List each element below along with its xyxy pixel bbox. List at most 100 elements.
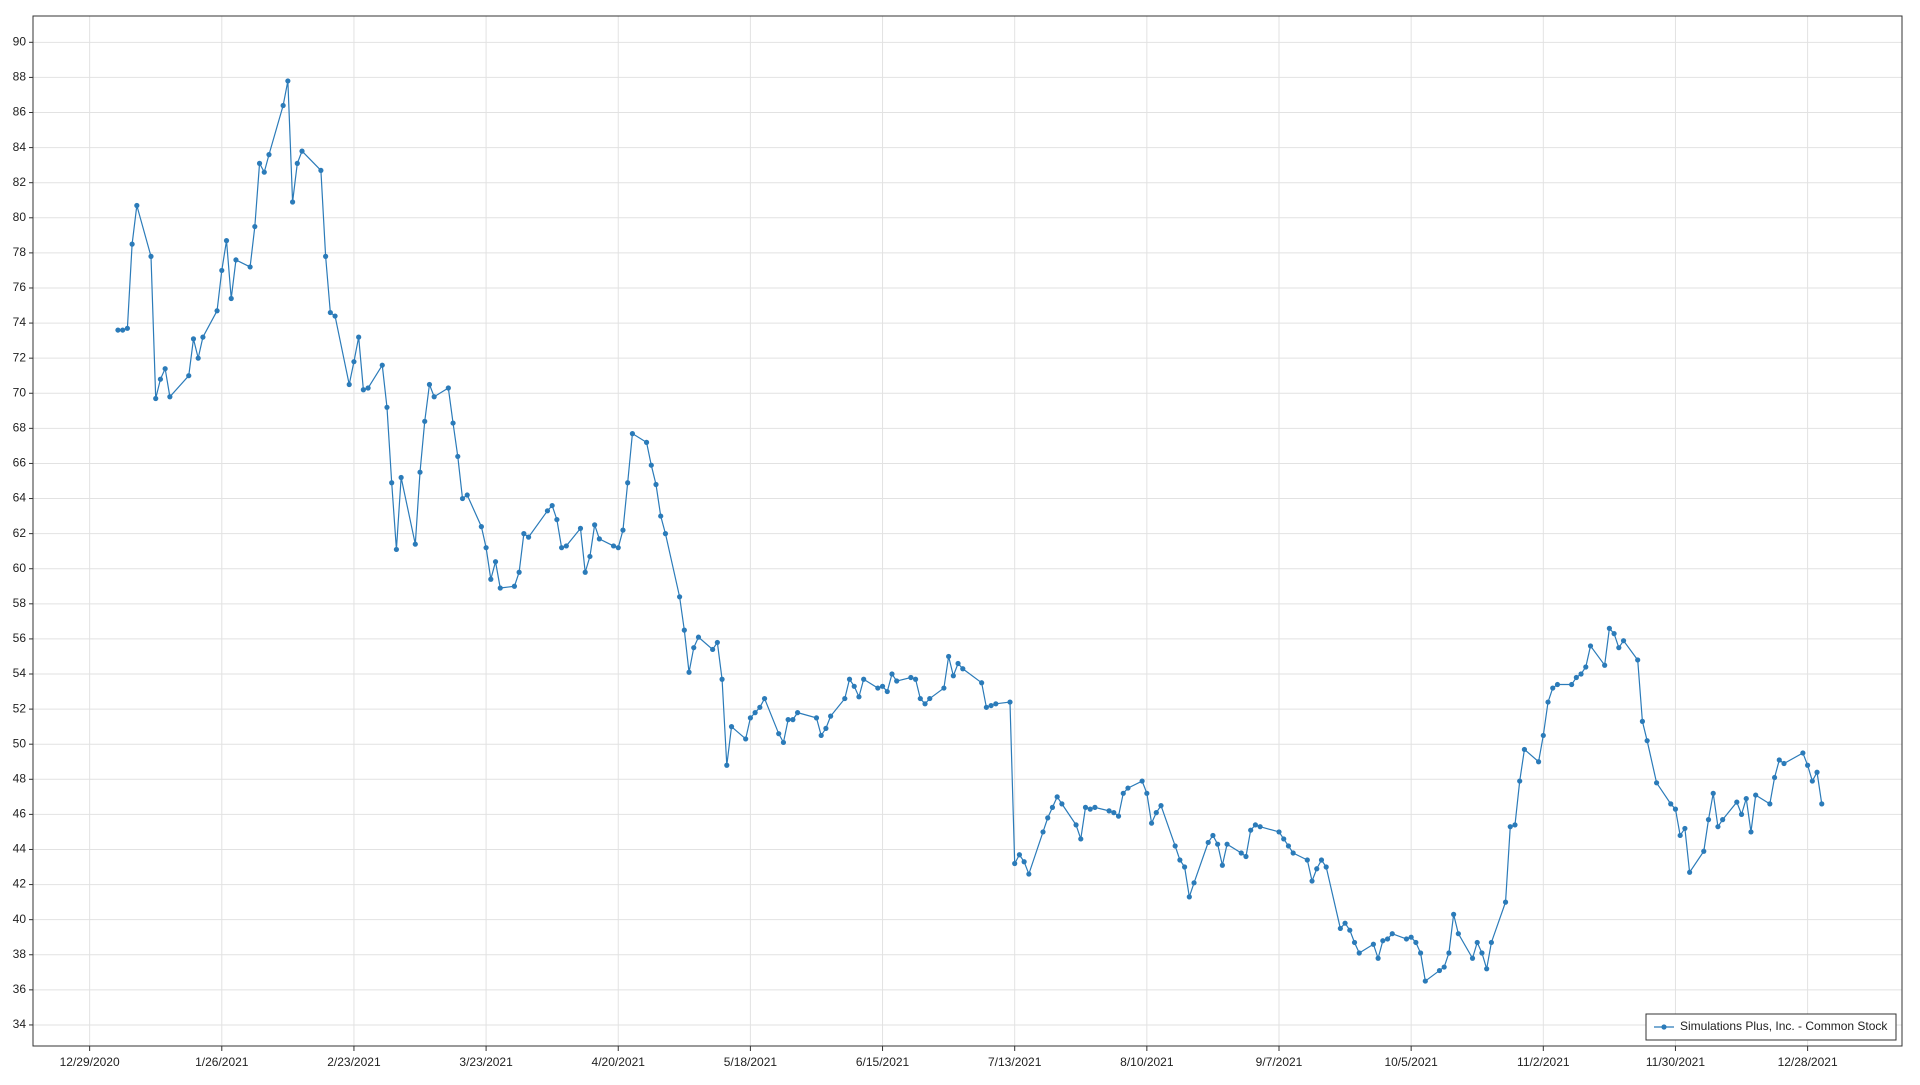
data-point	[129, 241, 135, 247]
data-point	[1583, 664, 1589, 670]
data-point	[1314, 866, 1320, 872]
data-point	[828, 713, 834, 719]
data-point	[1115, 813, 1122, 819]
y-tick-label: 40	[13, 912, 27, 926]
data-point	[256, 160, 263, 166]
data-point	[1451, 911, 1457, 917]
data-point	[134, 202, 140, 209]
data-point	[1422, 978, 1428, 984]
data-point	[761, 695, 768, 702]
data-point	[1153, 810, 1159, 816]
data-point	[153, 395, 159, 402]
legend-box	[1645, 1013, 1897, 1041]
data-point	[280, 102, 286, 109]
data-point	[884, 688, 890, 695]
data-point	[1347, 927, 1353, 933]
data-point	[332, 313, 338, 319]
x-tick-label: 4/20/2021	[592, 1055, 646, 1069]
data-point	[1767, 801, 1773, 807]
data-point	[219, 267, 225, 274]
data-point	[946, 653, 952, 660]
data-point	[596, 536, 602, 542]
data-point	[582, 569, 588, 575]
data-point	[861, 676, 867, 682]
data-point	[1148, 820, 1155, 826]
data-point	[1021, 859, 1027, 865]
data-point	[1337, 925, 1343, 932]
data-point	[1318, 857, 1325, 863]
data-point	[1805, 762, 1811, 768]
series-line	[117, 80, 1823, 983]
data-point	[431, 394, 437, 400]
data-point	[346, 381, 352, 388]
data-point	[1687, 869, 1693, 875]
data-point	[1139, 778, 1145, 784]
data-point	[983, 704, 989, 710]
data-point	[445, 385, 451, 391]
data-point	[1743, 795, 1749, 802]
data-point	[625, 480, 631, 486]
y-tick-label: 56	[13, 631, 27, 645]
data-point	[691, 645, 697, 651]
data-point	[757, 704, 763, 710]
data-point	[1776, 757, 1782, 763]
y-tick-label: 74	[13, 315, 27, 329]
data-point	[398, 474, 404, 481]
data-point	[148, 253, 154, 259]
data-point	[851, 683, 857, 689]
data-point	[1781, 760, 1787, 767]
data-point	[1224, 841, 1230, 847]
data-point	[1616, 645, 1622, 651]
y-tick-label: 80	[13, 210, 27, 224]
y-tick-label: 78	[13, 245, 27, 259]
data-point	[1309, 878, 1315, 884]
data-point	[658, 513, 664, 519]
x-tick-label: 10/5/2021	[1384, 1055, 1438, 1069]
data-point	[610, 543, 617, 549]
data-point	[1469, 955, 1476, 961]
data-point	[950, 673, 956, 679]
y-tick-label: 66	[13, 456, 27, 470]
data-point	[247, 264, 253, 270]
data-point	[629, 431, 636, 437]
y-tick-label: 52	[13, 701, 27, 715]
data-point	[842, 695, 848, 702]
data-point	[1474, 939, 1480, 946]
data-point	[1389, 931, 1395, 937]
data-point	[488, 576, 494, 582]
data-point	[648, 462, 654, 468]
data-point	[1177, 857, 1183, 863]
data-point	[417, 469, 423, 475]
y-tick-label: 54	[13, 666, 27, 680]
data-point	[922, 701, 928, 707]
data-point	[879, 683, 886, 689]
data-point	[1606, 625, 1612, 631]
y-tick-label: 72	[13, 350, 27, 364]
data-point	[1545, 699, 1551, 705]
data-point	[157, 376, 164, 382]
data-point	[1587, 643, 1594, 649]
data-point	[1356, 950, 1362, 956]
data-point	[1191, 880, 1197, 886]
y-tick-label: 86	[13, 105, 27, 119]
data-point	[912, 676, 919, 682]
data-point	[785, 717, 791, 723]
data-point	[455, 453, 461, 460]
data-point	[1748, 829, 1754, 835]
data-point	[1370, 941, 1376, 947]
data-point	[1219, 862, 1225, 868]
data-point	[422, 418, 428, 424]
data-point	[544, 508, 551, 514]
data-point	[1455, 931, 1461, 937]
data-point	[459, 495, 466, 502]
data-point	[1040, 829, 1046, 835]
legend: Simulations Plus, Inc. - Common Stock	[1645, 1013, 1897, 1041]
data-point	[1771, 774, 1778, 781]
data-point	[360, 387, 366, 393]
data-point	[686, 669, 692, 675]
data-point	[1111, 810, 1117, 816]
data-point	[1484, 966, 1490, 972]
data-point	[1257, 824, 1263, 830]
data-point	[214, 308, 220, 314]
